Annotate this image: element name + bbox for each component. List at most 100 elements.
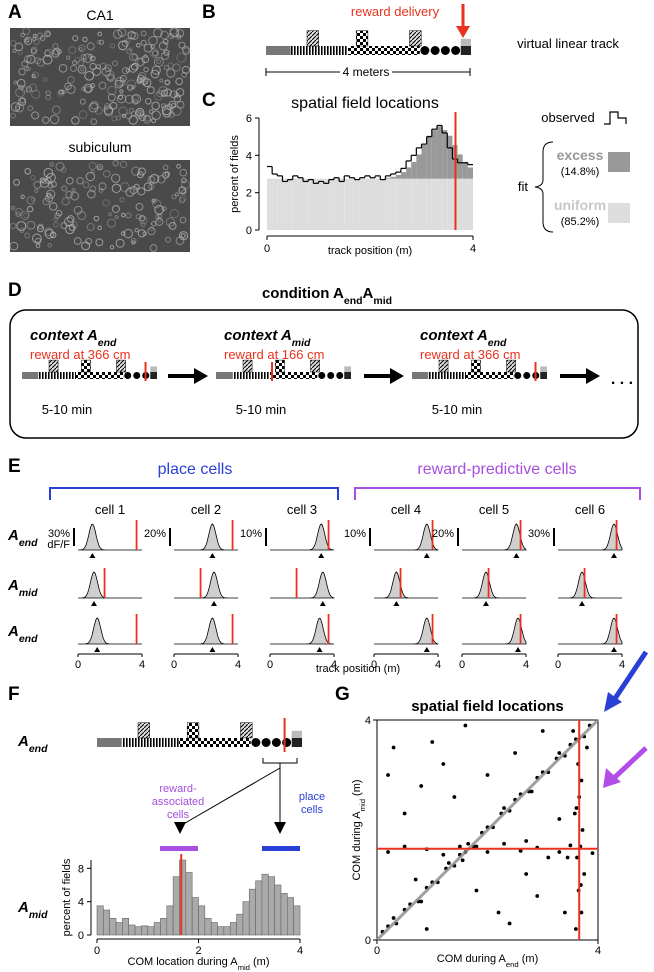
track-dot [440, 46, 450, 55]
cell-texture [85, 171, 96, 182]
cell-texture [10, 39, 17, 47]
track-end [344, 372, 351, 379]
uniform-bin [436, 178, 443, 230]
cell-texture [165, 236, 171, 243]
cell-texture [132, 99, 139, 105]
cell-texture [125, 187, 135, 197]
histogram-bar [122, 918, 130, 936]
cell-texture [137, 187, 146, 196]
cell-texture [74, 56, 81, 64]
scatter-point [585, 745, 589, 750]
track-end-top [344, 366, 351, 372]
histogram-bar [172, 876, 180, 936]
com-marker [393, 601, 400, 606]
cell-texture [107, 85, 117, 96]
cell-texture [17, 49, 23, 55]
x-tick-label: 0 [171, 659, 177, 671]
track-landmark [355, 30, 369, 47]
excess-bin [406, 167, 412, 179]
panel-label: D [8, 280, 22, 301]
tuning-curve [78, 523, 142, 551]
scatter-point [535, 894, 540, 898]
histogram-bar [204, 918, 212, 936]
cell-texture [36, 225, 45, 233]
uniform-bin [400, 178, 407, 230]
cell-label: cell 2 [191, 502, 221, 517]
cell-texture [159, 78, 164, 83]
reward-label: reward at 366 cm [30, 347, 130, 362]
cell-texture [140, 222, 146, 228]
scatter-point [562, 910, 567, 915]
cell-texture [158, 86, 169, 96]
uniform-bin [416, 178, 422, 230]
group-bracket [49, 487, 339, 500]
connector [179, 758, 298, 827]
cell-texture [109, 101, 118, 110]
cell-texture [163, 64, 170, 71]
cell-texture [21, 60, 29, 68]
histogram-bar [166, 905, 174, 936]
uniform-bin [344, 178, 350, 230]
cell-texture [172, 63, 181, 72]
cell-texture [178, 231, 189, 241]
cell-texture [19, 227, 25, 233]
histogram-bar [223, 926, 231, 936]
track-stripes [232, 372, 270, 379]
cell-texture [86, 223, 95, 231]
cell-texture [45, 194, 54, 203]
label-sub: mid [19, 587, 38, 599]
track-checker [270, 372, 318, 379]
cell-texture [163, 88, 172, 97]
cell-texture [47, 182, 54, 189]
cell-texture [149, 244, 158, 252]
tuning-curve [374, 523, 439, 551]
reward-label: reward delivery [351, 4, 440, 19]
y-tick-label: 4 [365, 715, 371, 727]
x-tick-label: 4 [470, 243, 476, 255]
cell-texture [160, 103, 167, 109]
tuning-curve [174, 617, 238, 645]
uniform-bin [323, 178, 329, 230]
cell-texture [165, 217, 176, 227]
track-label: virtual linear track [517, 36, 619, 51]
uniform-bin [380, 178, 386, 230]
track-checker [466, 372, 514, 379]
tuning-curve [78, 617, 142, 645]
uniform-bin [426, 178, 432, 230]
cell-texture [121, 113, 126, 118]
label-main: context A [224, 327, 292, 344]
cell-texture [175, 192, 180, 197]
scatter-point [424, 927, 429, 931]
cell-texture [117, 28, 127, 37]
panel-label: F [8, 684, 20, 705]
cell-texture [141, 55, 150, 64]
panel-label: G [335, 684, 350, 705]
cell-texture [82, 181, 90, 189]
cell-texture [149, 174, 159, 184]
cell-texture [52, 43, 59, 50]
cell-texture [162, 164, 169, 171]
cell-texture [16, 221, 27, 232]
histogram-bar [185, 872, 193, 936]
y-tick-label: 8 [78, 863, 84, 875]
cell-texture [90, 118, 98, 125]
chart-title: spatial field locations [291, 95, 439, 112]
cell-texture [137, 109, 143, 114]
track-dot [251, 738, 261, 747]
scatter-point [441, 762, 446, 766]
uniform-bin [457, 178, 463, 230]
scatter-point [446, 861, 451, 865]
scatter-point [546, 855, 551, 860]
annotation: reward- [159, 783, 197, 795]
track-dot [523, 372, 531, 379]
duration: 5-10 min [432, 402, 483, 417]
reward-arrow-head [456, 26, 470, 38]
cell-texture [137, 229, 146, 238]
scatter-point [485, 773, 490, 777]
track-dot [420, 46, 430, 55]
cell-texture [78, 110, 88, 119]
duration: 5-10 min [42, 402, 93, 417]
panel-title: condition AendAmid [262, 285, 392, 307]
cell-label: cell 6 [575, 502, 605, 517]
uniform-bin [272, 178, 278, 230]
